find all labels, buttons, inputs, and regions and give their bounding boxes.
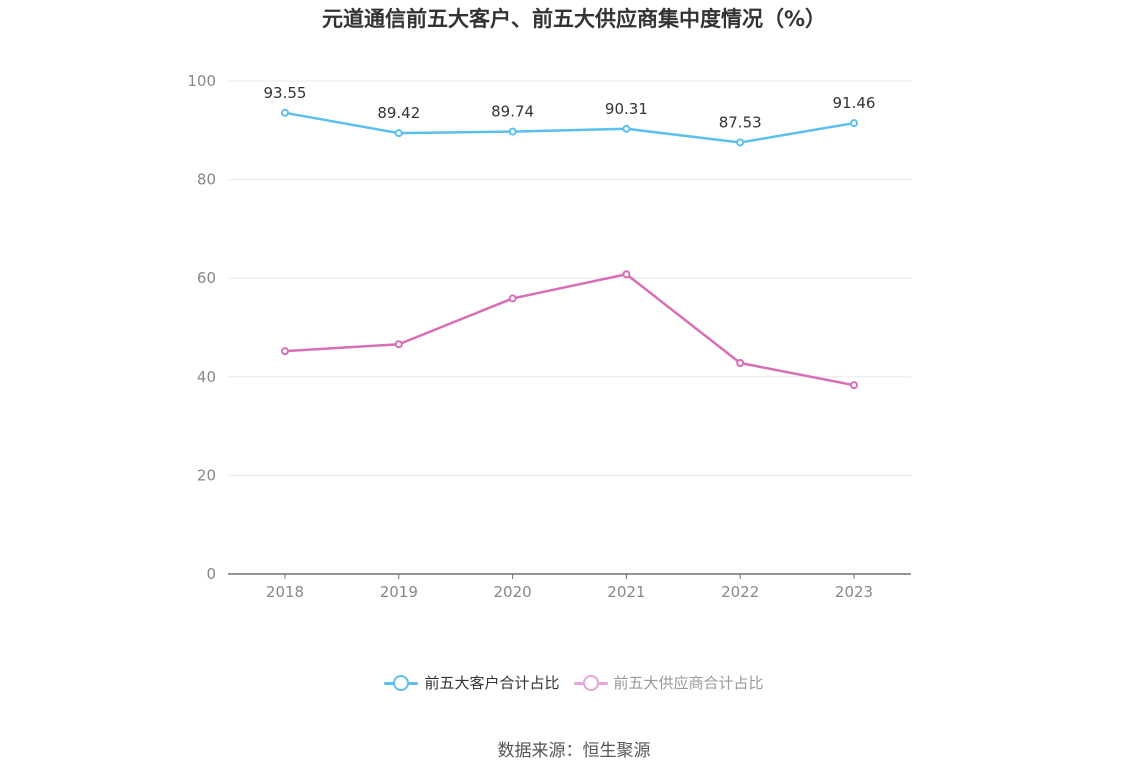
series-layer bbox=[281, 108, 858, 390]
data-source-note: 数据来源：恒生聚源 bbox=[497, 741, 651, 761]
legend-customer-marker-icon bbox=[384, 673, 419, 693]
data-label: 93.55 bbox=[264, 84, 307, 102]
x-tick-label: 2019 bbox=[380, 583, 418, 601]
x-tick-label: 2023 bbox=[835, 583, 873, 601]
data-label: 91.46 bbox=[833, 94, 876, 112]
legend-supplier-label: 前五大供应商合计占比 bbox=[613, 674, 764, 692]
data-point bbox=[622, 270, 631, 279]
y-tick-label: 20 bbox=[197, 466, 216, 484]
chart-legend: 前五大客户合计占比 前五大供应商合计占比 bbox=[0, 672, 1148, 693]
data-point bbox=[281, 347, 289, 356]
data-label: 89.74 bbox=[491, 103, 534, 121]
y-tick-label: 100 bbox=[187, 72, 216, 90]
data-point bbox=[736, 358, 745, 367]
data-label: 89.42 bbox=[377, 104, 420, 122]
data-point bbox=[394, 129, 403, 138]
data-point bbox=[281, 108, 289, 117]
series-line-supplier bbox=[283, 273, 856, 387]
y-tick-label: 80 bbox=[197, 171, 216, 189]
y-tick-label: 60 bbox=[197, 269, 216, 287]
y-tick-label: 40 bbox=[197, 368, 216, 386]
x-tick-label: 2020 bbox=[494, 583, 532, 601]
data-point bbox=[394, 340, 403, 349]
data-point bbox=[622, 124, 631, 133]
data-label: 87.53 bbox=[719, 113, 762, 131]
axis-layer: 0 20 40 60 80 100 2018 2019 2020 2021 2022 2023 bbox=[187, 72, 911, 601]
data-point bbox=[850, 381, 858, 390]
legend-supplier-marker-icon bbox=[573, 673, 608, 693]
x-tick-label: 2022 bbox=[721, 583, 759, 601]
data-point bbox=[508, 294, 517, 303]
legend-item-customer[interactable]: 前五大客户合计占比 bbox=[384, 672, 560, 693]
series-line-customer bbox=[283, 111, 856, 144]
legend-customer-label: 前五大客户合计占比 bbox=[424, 674, 560, 692]
x-tick-label: 2021 bbox=[607, 583, 645, 601]
chart-title: 元道通信前五大客户、前五大供应商集中度情况（%） bbox=[321, 7, 827, 31]
grid-layer bbox=[228, 80, 911, 476]
x-tick-label: 2018 bbox=[266, 583, 304, 601]
data-point bbox=[850, 119, 858, 128]
y-tick-label: 0 bbox=[206, 565, 216, 583]
data-point bbox=[508, 127, 517, 136]
data-label-layer: 93.55 89.42 89.74 90.31 87.53 91.46 bbox=[264, 84, 876, 132]
data-point bbox=[736, 138, 745, 147]
legend-item-supplier[interactable]: 前五大供应商合计占比 bbox=[573, 672, 764, 693]
data-label: 90.31 bbox=[605, 100, 648, 118]
